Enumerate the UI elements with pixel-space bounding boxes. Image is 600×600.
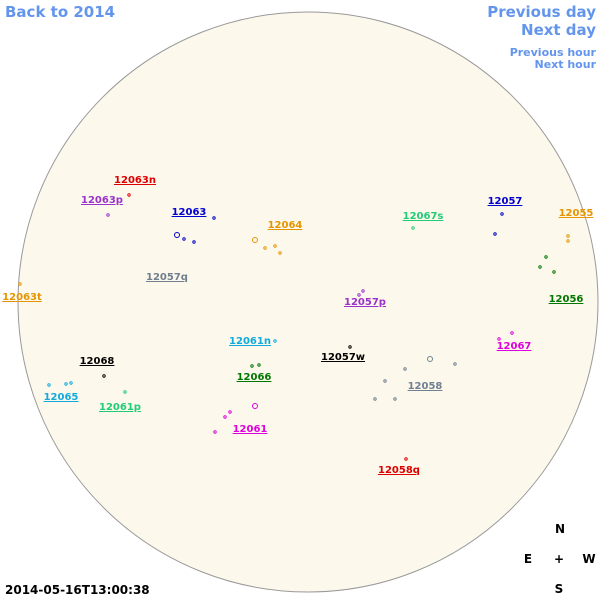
region-label[interactable]: 12055: [559, 208, 594, 219]
sunspot: [403, 367, 407, 371]
compass: N E + W S: [524, 522, 596, 596]
region-label[interactable]: 12063n: [114, 175, 156, 186]
region-label[interactable]: 12066: [237, 372, 272, 383]
region-label[interactable]: 12058: [408, 381, 443, 392]
region-label[interactable]: 12057p: [344, 297, 386, 308]
sunspot: [250, 364, 254, 368]
back-link[interactable]: Back to 2014: [5, 3, 115, 21]
sunspot: [223, 415, 227, 419]
sunspot: [566, 234, 570, 238]
region-label[interactable]: 12057: [488, 196, 523, 207]
sunspot: [228, 410, 232, 414]
next-day-link[interactable]: Next day: [521, 21, 596, 39]
sunspot: [182, 237, 186, 241]
sunspot: [212, 216, 216, 220]
sunspot: [106, 213, 110, 217]
sunspot: [393, 397, 397, 401]
sunspot: [64, 382, 68, 386]
sunspot: [357, 293, 361, 297]
sunspot: [552, 270, 556, 274]
region-label[interactable]: 12065: [44, 392, 79, 403]
sunspot: [273, 339, 277, 343]
region-label[interactable]: 12057w: [321, 352, 365, 363]
sunspot: [252, 237, 258, 243]
sunspot: [544, 255, 548, 259]
region-label[interactable]: 12067s: [403, 211, 444, 222]
previous-day-link[interactable]: Previous day: [487, 3, 596, 21]
region-label[interactable]: 12057q: [146, 272, 188, 283]
next-hour-link[interactable]: Next hour: [535, 58, 597, 71]
solar-disk: [17, 11, 599, 593]
sunspot: [174, 232, 180, 238]
sunspot: [453, 362, 457, 366]
region-label[interactable]: 12063t: [2, 292, 42, 303]
compass-west: W: [582, 552, 595, 566]
region-label[interactable]: 12061n: [229, 336, 271, 347]
sunspot: [127, 193, 131, 197]
sunspot: [497, 337, 501, 341]
region-label[interactable]: 12063p: [81, 195, 123, 206]
compass-north: N: [555, 522, 565, 536]
region-label[interactable]: 12056: [549, 294, 584, 305]
sunspot: [383, 379, 387, 383]
region-label[interactable]: 12058q: [378, 465, 420, 476]
sunspot: [257, 363, 261, 367]
previous-hour-link[interactable]: Previous hour: [510, 46, 597, 59]
compass-east: E: [524, 552, 532, 566]
region-label[interactable]: 12064: [268, 220, 303, 231]
sunspot: [566, 239, 570, 243]
sunspot: [123, 390, 127, 394]
sunspot: [278, 251, 282, 255]
sunspot: [102, 374, 106, 378]
compass-south: S: [555, 582, 564, 596]
region-label[interactable]: 12067: [497, 341, 532, 352]
sunspot: [493, 232, 497, 236]
sunspot: [69, 381, 73, 385]
compass-center: +: [554, 552, 564, 566]
sunspot: [18, 282, 22, 286]
sunspot: [47, 383, 51, 387]
region-label[interactable]: 12061: [233, 424, 268, 435]
timestamp: 2014-05-16T13:00:38: [5, 583, 150, 597]
sunspot: [348, 345, 352, 349]
sunspot: [510, 331, 514, 335]
region-label[interactable]: 12063: [172, 207, 207, 218]
region-label[interactable]: 12061p: [99, 402, 141, 413]
sunspot: [252, 403, 258, 409]
sunspot: [192, 240, 196, 244]
sunspot: [273, 244, 277, 248]
region-label[interactable]: 12068: [80, 356, 115, 367]
sunspot: [263, 246, 267, 250]
sunspot: [213, 430, 217, 434]
sunspot: [427, 356, 433, 362]
sunspot: [404, 457, 408, 461]
sunspot: [538, 265, 542, 269]
sunspot: [411, 226, 415, 230]
sunspot: [361, 289, 365, 293]
sunspot: [500, 212, 504, 216]
sunspot: [373, 397, 377, 401]
